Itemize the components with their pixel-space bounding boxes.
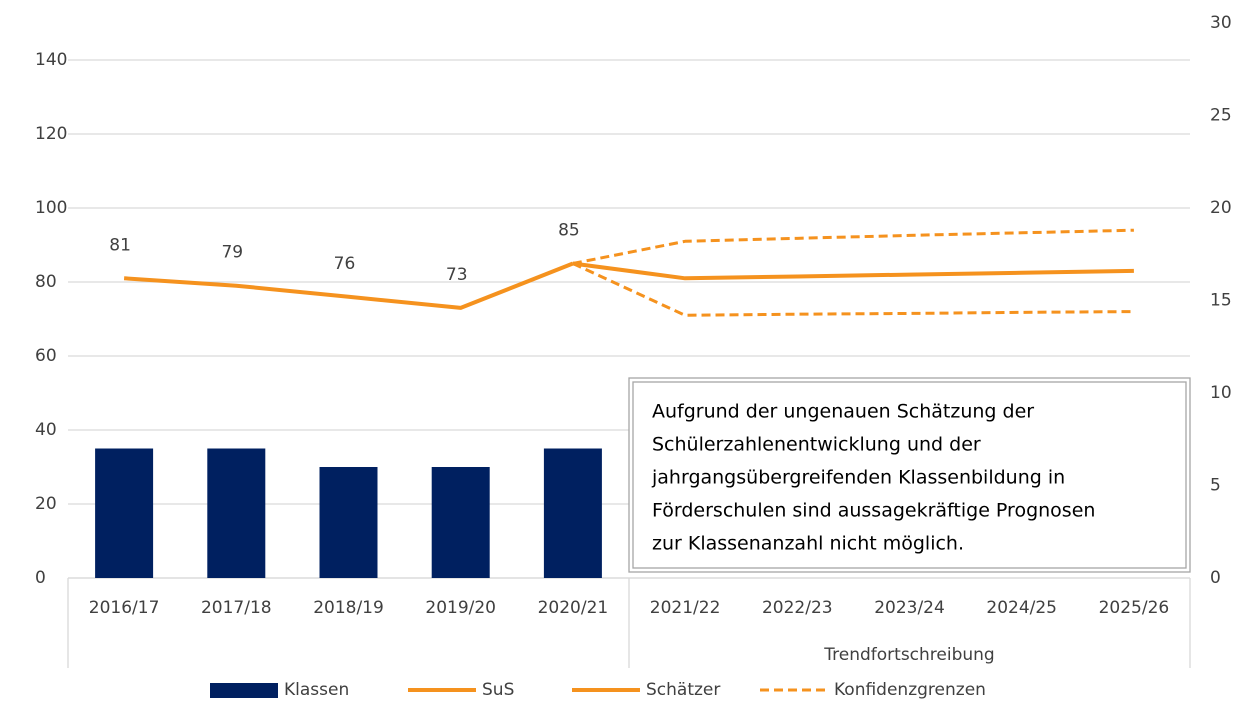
x-tick-label: 2016/17	[89, 598, 160, 618]
legend-label: SuS	[482, 680, 514, 700]
y2-tick-label: 5	[1210, 476, 1221, 496]
annotation-line: Aufgrund der ungenauen Schätzung der	[652, 401, 1034, 423]
y2-tick-label: 15	[1210, 291, 1232, 311]
data-label: 76	[334, 254, 356, 274]
y2-tick-label: 10	[1210, 383, 1232, 403]
data-label: 79	[221, 243, 243, 263]
y-tick-label: 20	[35, 494, 57, 514]
y2-tick-label: 25	[1210, 106, 1232, 126]
y-tick-label: 140	[35, 50, 67, 70]
x-tick-label: 2019/20	[425, 598, 496, 618]
data-label: 73	[446, 265, 468, 285]
data-label: 81	[109, 235, 131, 255]
y-tick-label: 40	[35, 420, 57, 440]
y2-tick-label: 30	[1210, 13, 1232, 33]
y2-tick-label: 0	[1210, 568, 1221, 588]
x-tick-label: 2020/21	[538, 598, 609, 618]
x-tick-label: 2024/25	[986, 598, 1057, 618]
x-tick-label: 2023/24	[874, 598, 945, 618]
x-tick-label: 2025/26	[1099, 598, 1170, 618]
annotation-line: jahrgangsübergreifenden Klassenbildung i…	[651, 467, 1065, 489]
legend-label: Schätzer	[646, 680, 720, 700]
legend-label: Konfidenzgrenzen	[834, 680, 986, 700]
annotation-box-inner	[632, 381, 1187, 569]
line-lower_values	[572, 262, 1134, 317]
line-values	[123, 261, 574, 310]
line-values	[572, 228, 1134, 265]
annotation-line: Förderschulen sind aussagekräftige Progn…	[652, 500, 1095, 522]
legend-label: Klassen	[284, 680, 349, 700]
y-tick-label: 0	[35, 568, 46, 588]
x-tick-label: 2021/22	[650, 598, 721, 618]
annotation-line: Schülerzahlenentwicklung und der	[652, 434, 981, 456]
data-label: 85	[558, 221, 580, 241]
y-tick-label: 120	[35, 124, 67, 144]
y2-tick-label: 20	[1210, 198, 1232, 218]
line-values	[572, 261, 1134, 281]
annotation-box	[628, 377, 1191, 573]
bar	[431, 467, 490, 578]
y-tick-label: 80	[35, 272, 57, 292]
bar	[543, 448, 602, 578]
y-tick-label: 100	[35, 198, 67, 218]
x-tick-label: 2018/19	[313, 598, 384, 618]
legend-swatch	[210, 683, 278, 698]
x-tick-label: 2022/23	[762, 598, 833, 618]
y-tick-label: 60	[35, 346, 57, 366]
annotation-line: zur Klassenanzahl nicht möglich.	[652, 533, 964, 555]
x-tick-label: 2017/18	[201, 598, 272, 618]
bar	[207, 448, 266, 578]
bar	[319, 467, 378, 578]
group-label: Trendfortschreibung	[823, 645, 994, 665]
bar	[95, 448, 154, 578]
